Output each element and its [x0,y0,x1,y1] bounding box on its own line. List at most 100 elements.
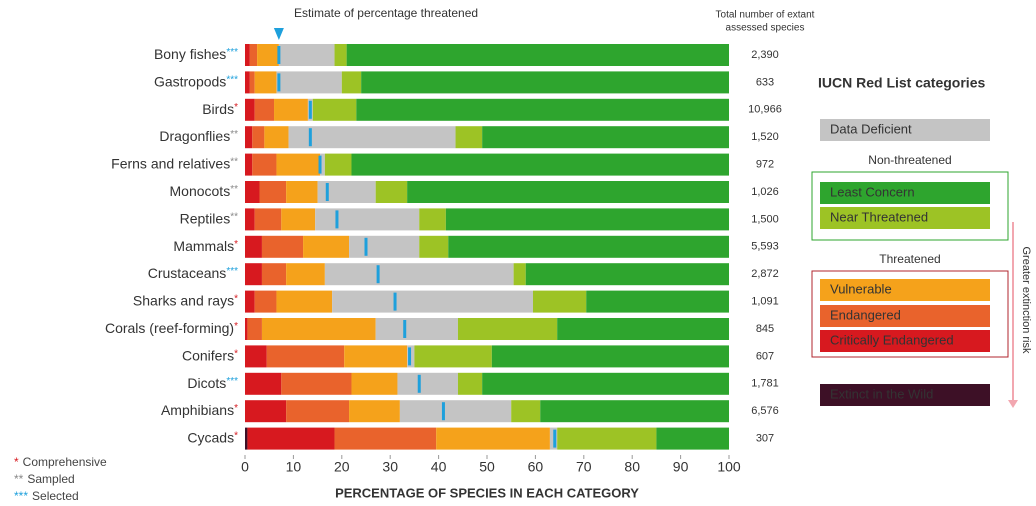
bar-segment [245,208,255,231]
bar-segment [245,372,282,395]
threatened-estimate [364,237,368,256]
bar-segment [286,263,325,286]
assessment-symbol: *** [14,489,28,503]
legend-swatch [820,182,990,204]
bar-segment [346,44,729,66]
bar-segment [334,44,347,66]
totals-header: Total number of extant [716,10,815,21]
category-name: Bony fishes [154,46,226,62]
assessment-mark: ** [230,211,238,222]
bar-segment [247,318,262,340]
bar-segment [445,208,729,231]
bar-segment [276,153,321,176]
bar-segment [245,71,250,94]
bar-segment [351,153,729,176]
bar-segment [252,153,277,176]
x-tick-label: 20 [334,459,350,475]
row-label: Corals (reef-forming)* [105,320,238,336]
category-name: Mammals [173,238,234,254]
assessment-mark: *** [226,266,238,277]
assessment-mark: * [234,430,238,441]
x-tick-label: 100 [717,459,741,475]
assessment-mark: * [234,321,238,332]
annotation: Estimate of percentage threatened [294,6,478,20]
legend-label: Critically Endangered [830,332,954,347]
row-label: Ferns and relatives** [111,155,238,171]
bar-segment [249,44,258,66]
bar-segment [245,126,253,149]
bar-segment [356,98,729,121]
total-label: 1,781 [751,378,779,390]
legend-group-label: Threatened [879,252,940,266]
x-axis-label: PERCENTAGE OF SPECIES IN EACH CATEGORY [335,485,639,500]
bar-segment [247,427,335,450]
row-label: Dicots*** [187,375,238,391]
bar-segment [245,400,287,423]
x-tick-label: 0 [241,459,249,475]
threatened-estimate [335,210,339,229]
assessment-symbol: * [14,455,19,469]
assessment-mark: *** [226,47,238,58]
bar-segment [249,71,255,94]
row-label: Cycads* [187,429,238,445]
threatened-estimate [403,320,407,338]
bar-segment [656,427,729,450]
bar-segment [407,181,729,203]
bar-segment [557,318,729,340]
risk-arrowhead [1008,400,1018,408]
bar-segment [349,400,400,423]
row-label: Bony fishes*** [154,46,238,62]
x-tick-label: 90 [673,459,689,475]
category-name: Dragonflies [159,128,230,144]
category-name: Amphibians [161,402,234,418]
bar-segment [375,181,408,203]
bar-segment [586,290,729,313]
bar-segment [254,98,275,121]
legend-swatch [820,305,990,327]
bar-segment [320,153,325,176]
bar-segment [259,181,287,203]
row-label: Sharks and rays* [133,292,238,308]
x-tick-label: 30 [382,459,398,475]
total-label: 5,593 [751,241,779,253]
total-label: 307 [756,433,774,445]
total-label: 10,966 [748,104,782,116]
assessment-mark: * [234,238,238,249]
bar-segment [254,71,277,94]
bar-segment [532,290,587,313]
bar-segment [245,345,267,368]
category-name: Sharks and rays [133,292,234,308]
bar-segment [491,345,729,368]
row-label: Monocots** [170,183,239,199]
bar-segment [254,208,282,231]
bar-segment [511,400,541,423]
legend-label: Least Concern [830,184,915,199]
assessment-mark: ** [230,156,238,167]
bar-segment [397,372,458,395]
assessment-mark: *** [226,375,238,386]
bar-segment [278,44,335,66]
assessment-legend: * Comprehensive [14,455,107,469]
bar-segment [261,263,287,286]
threatened-estimate [417,374,421,393]
legend-swatch [820,384,990,406]
total-label: 845 [756,323,774,335]
bar-segment [419,235,449,258]
annotation-pointer [273,28,284,40]
category-name: Conifers [182,347,234,363]
legend-label: Data Deficient [830,121,912,136]
bar-segment [281,372,352,395]
category-name: Corals (reef-forming) [105,320,234,336]
assessment-symbol: ** [14,472,24,486]
bar-segment [252,126,265,149]
bar-segment [513,263,526,286]
x-tick-label: 80 [624,459,640,475]
bar-segment [349,235,420,258]
totals-header: assessed species [726,23,805,34]
x-tick-label: 50 [479,459,495,475]
row-label: Amphibians* [161,402,238,418]
legend-group-label: Non-threatened [868,153,951,167]
row-label: Crustaceans*** [148,265,238,281]
bar-segment [264,126,289,149]
legend-swatch [820,279,990,301]
